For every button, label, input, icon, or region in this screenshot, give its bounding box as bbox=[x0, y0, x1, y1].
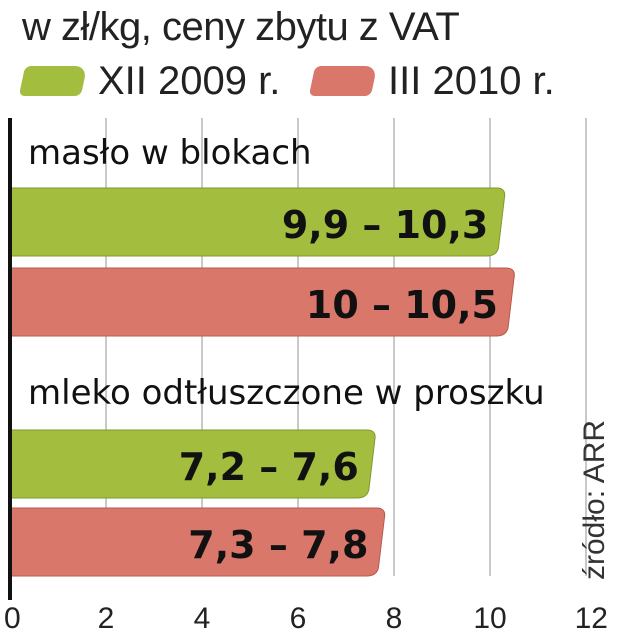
legend-label-iii-2010: III 2010 r. bbox=[388, 59, 555, 103]
bar-xii-2009-maslo bbox=[9, 187, 506, 257]
x-tick-label-8: 8 bbox=[386, 602, 403, 635]
chart-subtitle: w zł/kg, ceny zbytu z VAT bbox=[22, 5, 460, 49]
data-label: 7,2 – 7,6 bbox=[179, 445, 359, 489]
x-tick-label-4: 4 bbox=[194, 602, 211, 635]
data-label: 9,9 – 10,3 bbox=[282, 203, 489, 247]
x-tick-label-12: 12 bbox=[575, 602, 608, 635]
category-label: mleko odtłuszczone w proszku bbox=[28, 373, 545, 413]
legend-label-xii-2009: XII 2009 r. bbox=[98, 59, 281, 103]
legend: XII 2009 r. III 2010 r. bbox=[0, 58, 622, 104]
data-label: 7,3 – 7,8 bbox=[188, 523, 368, 567]
bar-xii-2009-mleko bbox=[9, 429, 376, 499]
category-label: masło w blokach bbox=[28, 133, 312, 173]
bar-iii-2010-mleko bbox=[9, 507, 386, 577]
source-note: źródło: ARR bbox=[578, 419, 611, 580]
x-tick-label-10: 10 bbox=[473, 602, 506, 635]
x-tick-label-6: 6 bbox=[290, 602, 307, 635]
x-tick-label-2: 2 bbox=[98, 602, 115, 635]
data-label: 10 – 10,5 bbox=[306, 283, 498, 327]
x-tick-label-0: 0 bbox=[4, 602, 21, 635]
bar-iii-2010-maslo bbox=[9, 267, 515, 337]
